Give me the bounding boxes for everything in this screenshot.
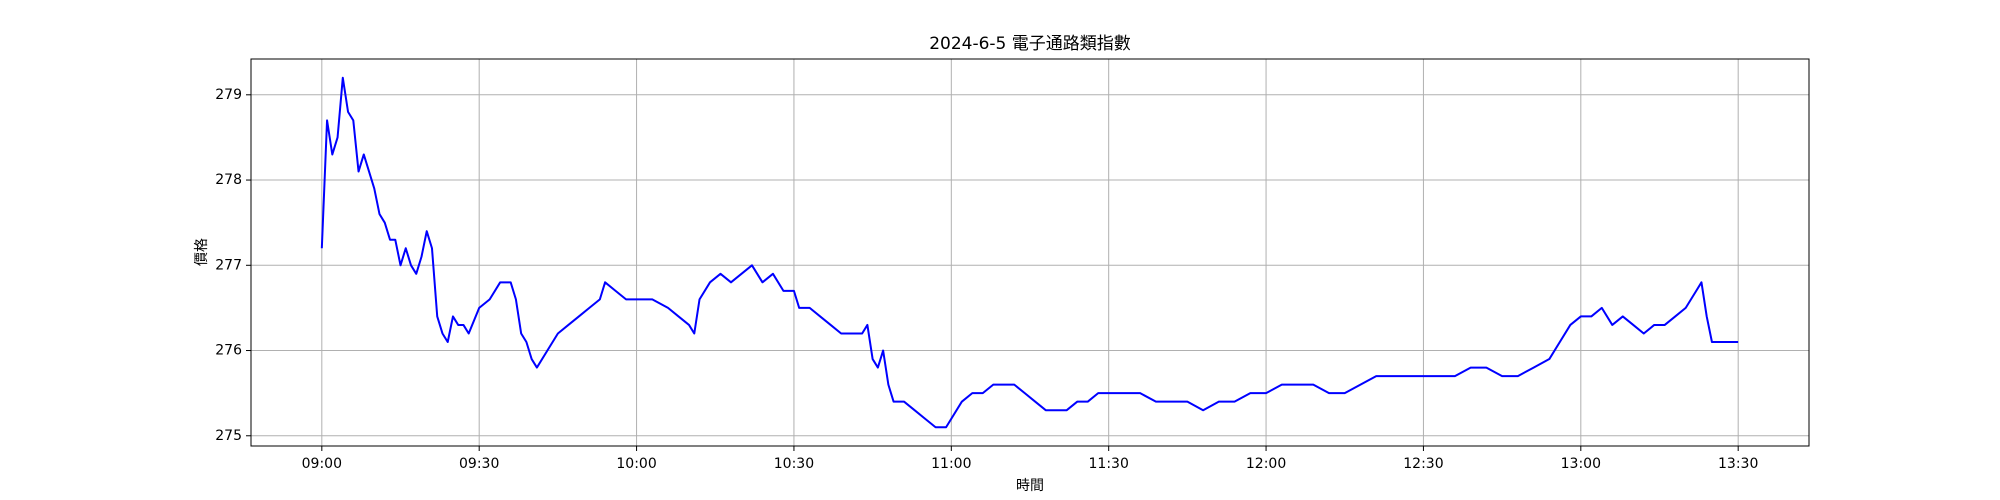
x-tick-label: 11:00 — [931, 456, 971, 472]
y-tick-label: 278 — [215, 172, 242, 188]
price-line — [320, 76, 1739, 429]
x-tick-label: 11:30 — [1089, 456, 1129, 472]
x-tick-label: 13:00 — [1561, 456, 1601, 472]
chart-title: 2024-6-5 電子通路類指數 — [929, 34, 1131, 54]
y-tick-label: 279 — [215, 87, 242, 103]
x-tick-label: 10:00 — [616, 456, 656, 472]
y-axis-label: 價格 — [193, 238, 210, 266]
y-tick-label: 276 — [215, 343, 242, 359]
y-tick-label: 277 — [215, 257, 242, 273]
x-tick-label: 10:30 — [774, 456, 814, 472]
plot-frame — [250, 58, 1810, 447]
x-tick-label: 13:30 — [1718, 456, 1758, 472]
y-tick-label: 275 — [215, 428, 242, 444]
x-tick-label: 09:00 — [302, 456, 342, 472]
x-tick-label: 12:30 — [1403, 456, 1443, 472]
x-tick-label: 12:00 — [1246, 456, 1286, 472]
x-tick-label: 09:30 — [459, 456, 499, 472]
x-axis-label: 時間 — [1016, 478, 1044, 494]
